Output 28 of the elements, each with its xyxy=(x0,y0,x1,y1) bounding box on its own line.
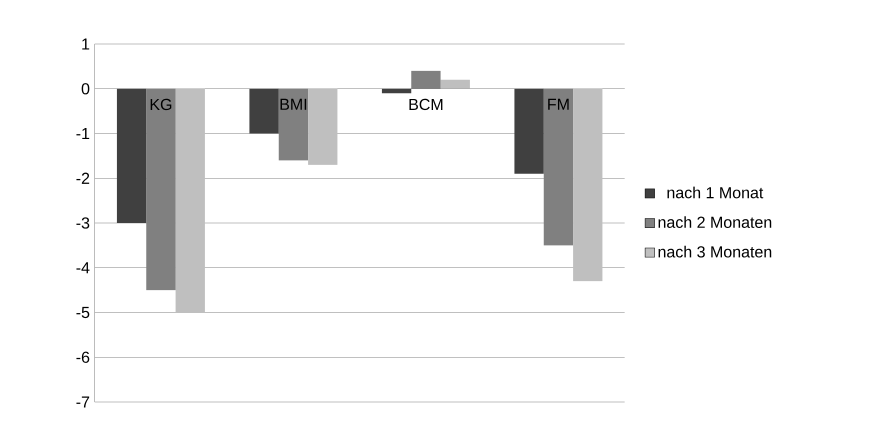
y-tick-label: 0 xyxy=(82,83,90,94)
y-tick-label: -1 xyxy=(76,128,90,140)
bar xyxy=(382,88,412,94)
bar xyxy=(411,70,441,89)
bar xyxy=(573,88,602,282)
x-tick-label: FM xyxy=(548,98,569,110)
bar xyxy=(146,88,176,290)
legend-label: nach 3 Monaten xyxy=(658,246,772,258)
bar xyxy=(116,88,146,223)
x-tick-label: BMI xyxy=(280,98,306,110)
y-tick-label: -3 xyxy=(76,217,90,229)
y-tick-label: -7 xyxy=(76,396,90,408)
y-tick-label: -4 xyxy=(76,262,90,274)
x-tick-label: BCM xyxy=(409,98,442,110)
bar xyxy=(544,88,574,246)
y-tick-label: 1 xyxy=(82,38,90,50)
bar xyxy=(278,88,308,160)
legend-label: nach 2 Monaten xyxy=(658,216,772,228)
x-tick-label: KG xyxy=(150,98,172,110)
bar xyxy=(514,88,544,174)
y-tick-label: -2 xyxy=(76,172,90,184)
y-tick-label: -6 xyxy=(76,352,90,363)
y-tick-label: -5 xyxy=(76,306,90,318)
bar xyxy=(440,80,470,89)
bar xyxy=(249,88,279,134)
legend-label: nach 1 Monat xyxy=(667,186,764,198)
bar xyxy=(176,88,205,312)
bar xyxy=(308,88,338,165)
